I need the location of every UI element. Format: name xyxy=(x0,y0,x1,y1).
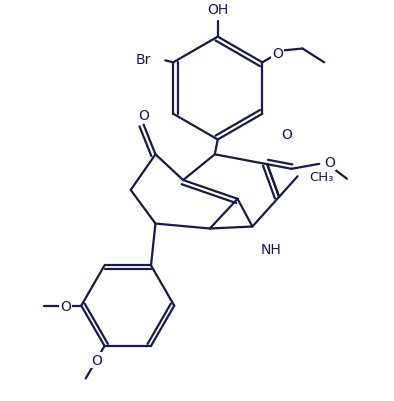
Text: O: O xyxy=(60,299,71,313)
Text: O: O xyxy=(272,47,283,61)
Text: O: O xyxy=(324,156,335,170)
Text: O: O xyxy=(91,353,102,367)
Text: O: O xyxy=(281,128,292,142)
Text: OH: OH xyxy=(207,3,229,17)
Text: O: O xyxy=(138,109,149,122)
Text: CH₃: CH₃ xyxy=(310,170,334,183)
Text: NH: NH xyxy=(260,243,281,257)
Text: Br: Br xyxy=(136,53,151,67)
